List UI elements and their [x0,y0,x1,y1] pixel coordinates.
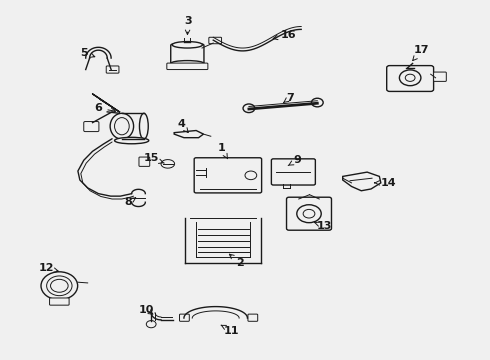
Text: 14: 14 [375,178,396,188]
Text: 15: 15 [144,153,164,163]
Ellipse shape [172,41,202,48]
Circle shape [147,320,156,328]
FancyBboxPatch shape [139,157,150,166]
FancyBboxPatch shape [49,298,69,305]
FancyBboxPatch shape [171,44,204,65]
Circle shape [245,171,257,180]
Text: 11: 11 [221,325,240,336]
Text: 4: 4 [177,120,188,132]
Text: 12: 12 [38,263,58,273]
Polygon shape [343,172,381,191]
Text: 16: 16 [273,30,297,40]
Circle shape [312,98,323,107]
Text: 2: 2 [229,254,244,268]
FancyBboxPatch shape [387,66,434,91]
FancyBboxPatch shape [194,158,262,193]
FancyBboxPatch shape [271,159,316,185]
Text: 6: 6 [95,103,116,113]
Circle shape [303,210,315,218]
Polygon shape [161,159,174,168]
Polygon shape [174,131,203,138]
Ellipse shape [41,272,77,300]
FancyBboxPatch shape [106,66,119,73]
Ellipse shape [115,118,129,135]
Text: 5: 5 [80,48,95,58]
Text: 3: 3 [184,17,192,35]
Text: 17: 17 [413,45,430,60]
Ellipse shape [115,137,149,144]
Circle shape [405,74,415,81]
Ellipse shape [110,113,134,139]
Ellipse shape [171,60,204,66]
Text: 8: 8 [125,197,136,207]
FancyBboxPatch shape [209,37,221,44]
Text: 10: 10 [139,305,154,315]
Circle shape [399,70,421,86]
FancyBboxPatch shape [287,197,331,230]
FancyBboxPatch shape [179,314,189,321]
Circle shape [50,279,68,292]
Circle shape [297,205,321,223]
Text: 9: 9 [288,155,301,166]
FancyBboxPatch shape [434,72,446,81]
Ellipse shape [47,276,72,296]
Text: 13: 13 [314,221,332,231]
Circle shape [243,104,255,113]
FancyBboxPatch shape [248,314,258,321]
FancyBboxPatch shape [84,122,99,132]
Text: 1: 1 [218,143,227,159]
FancyBboxPatch shape [167,63,208,69]
Ellipse shape [140,113,148,139]
Text: 7: 7 [284,93,294,103]
